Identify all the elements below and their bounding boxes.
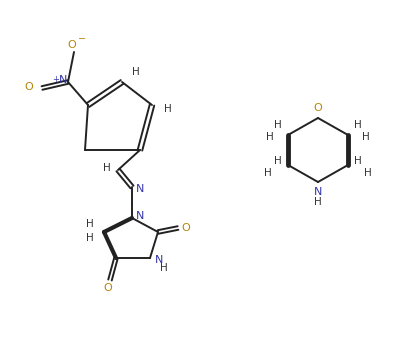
Text: H: H (160, 263, 168, 273)
Text: H: H (354, 156, 362, 166)
Text: H: H (132, 67, 140, 77)
Text: H: H (264, 168, 272, 178)
Text: O: O (103, 283, 112, 293)
Text: N: N (136, 184, 144, 194)
Text: H: H (354, 120, 362, 130)
Text: H: H (314, 197, 322, 207)
Text: O: O (68, 40, 76, 50)
Text: H: H (274, 120, 282, 130)
Text: H: H (86, 233, 94, 243)
Text: H: H (364, 168, 372, 178)
Text: −: − (78, 34, 86, 44)
Text: N: N (314, 187, 322, 197)
Text: N: N (59, 75, 67, 85)
Text: H: H (103, 163, 111, 173)
Text: +: + (53, 75, 59, 85)
Text: H: H (274, 156, 282, 166)
Text: H: H (86, 219, 94, 229)
Text: H: H (266, 132, 274, 142)
Text: O: O (314, 103, 322, 113)
Text: H: H (362, 132, 370, 142)
Text: N: N (136, 211, 144, 221)
Text: O: O (182, 223, 190, 233)
Text: N: N (155, 255, 163, 265)
Text: O: O (24, 82, 33, 92)
Text: H: H (164, 104, 172, 114)
